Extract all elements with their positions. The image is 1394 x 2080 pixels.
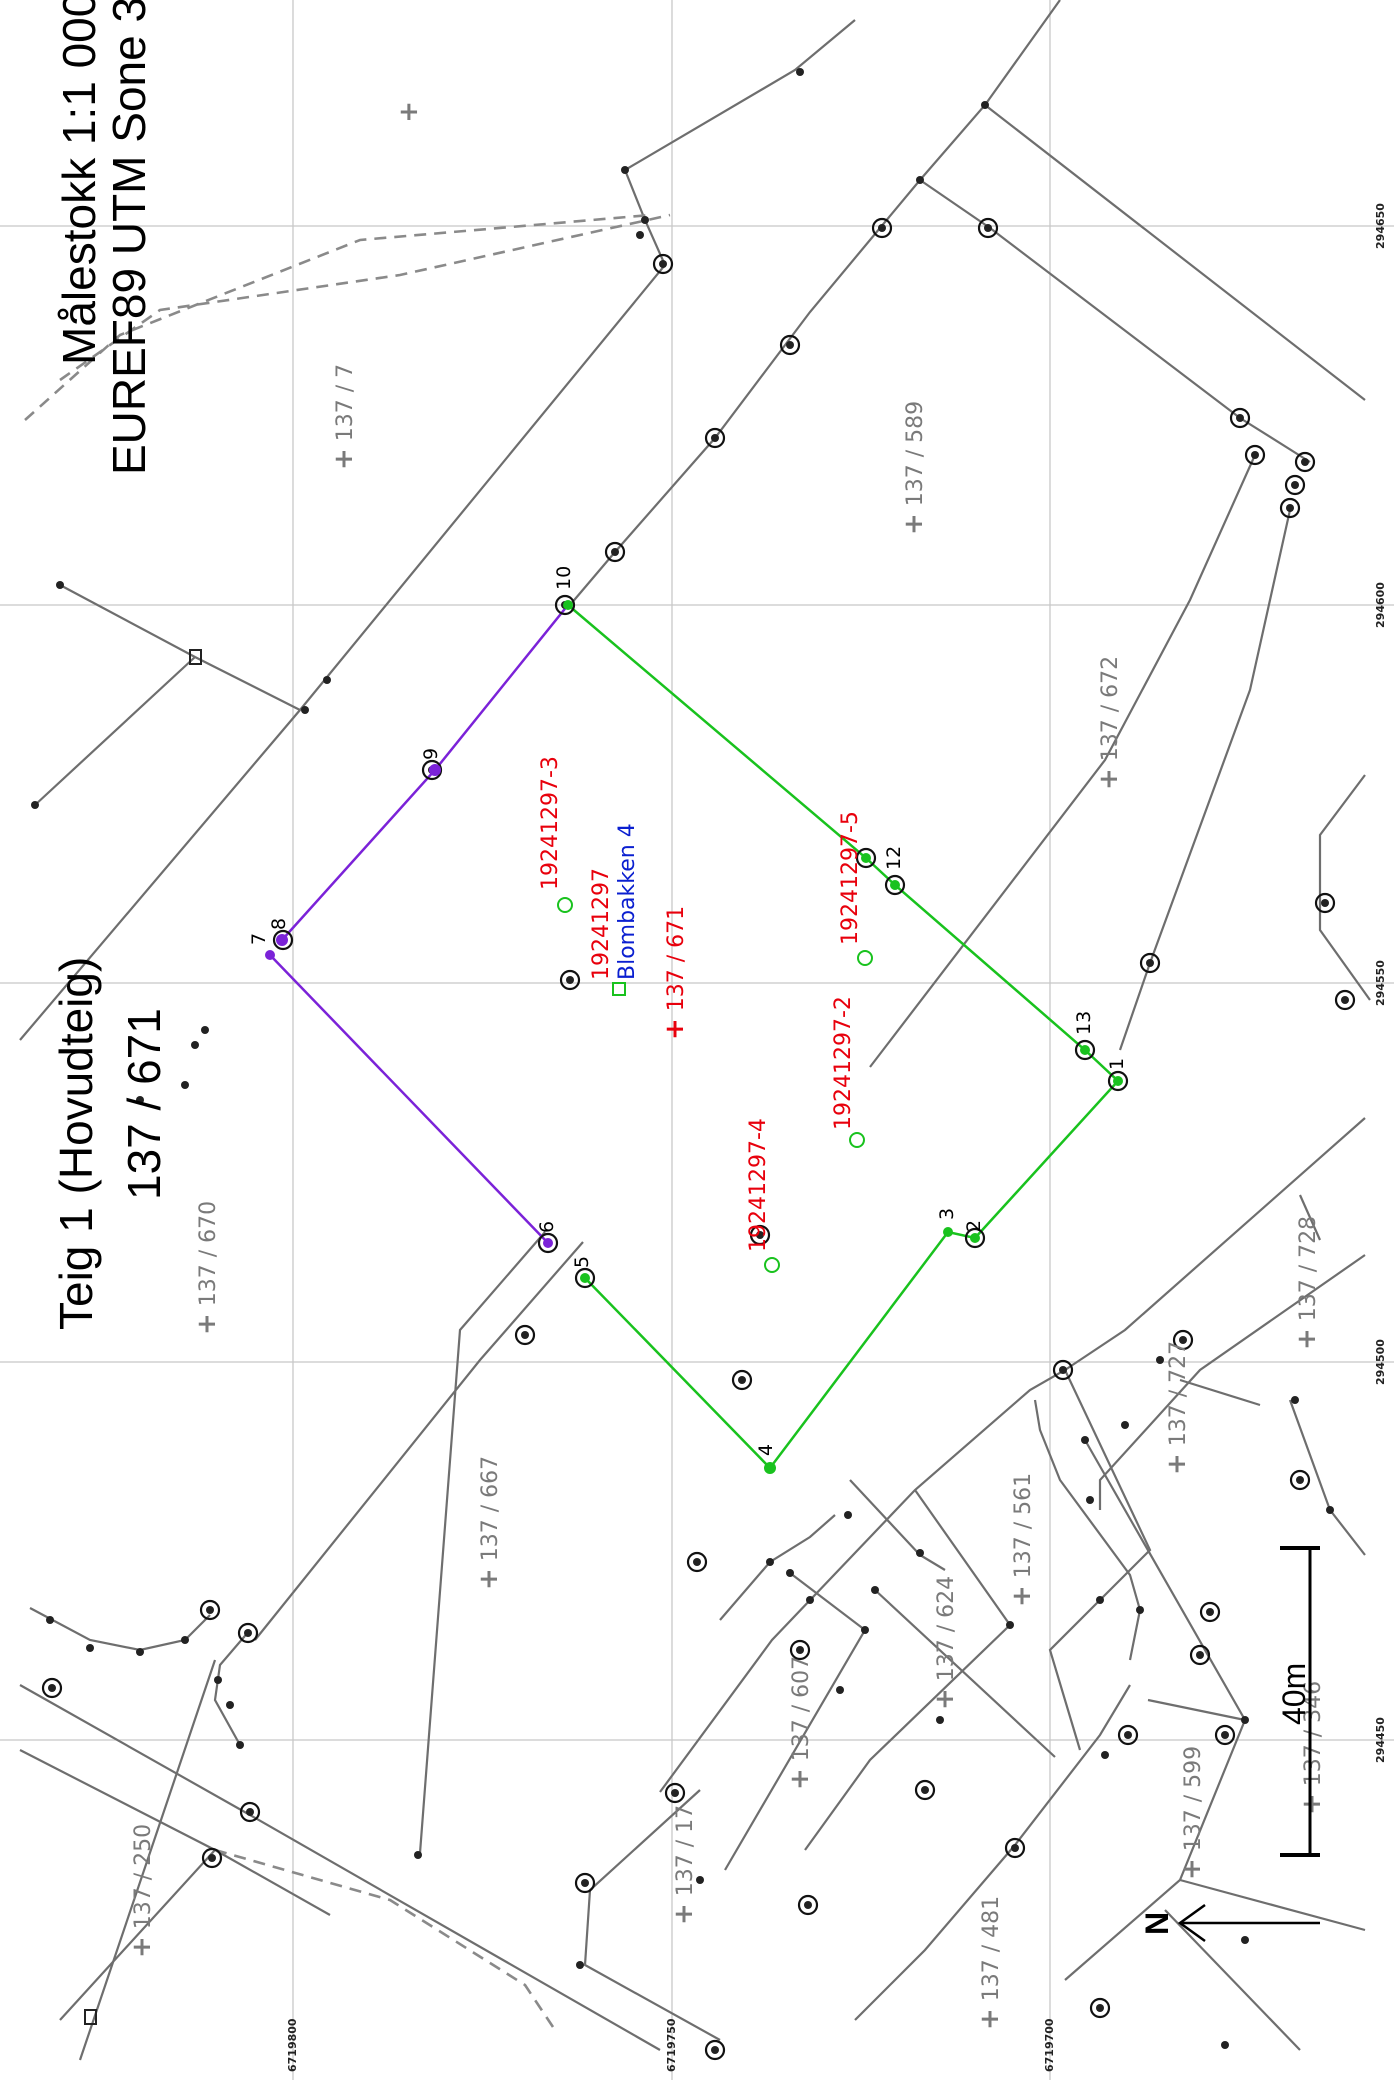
parcel-137-17: + 137 / 17 — [669, 1805, 699, 1925]
title-line-1: Teig 1 (Hovudteig) — [50, 957, 102, 1330]
point-6: 6 — [536, 1221, 558, 1233]
parcel-137-481: + 137 / 481 — [975, 1896, 1005, 2030]
parcel-137-589: + 137 / 589 — [899, 401, 929, 535]
title-line-2: 137 / 671 — [118, 1008, 170, 1200]
parcel-137-727: + 137 / 727 — [1162, 1341, 1192, 1475]
point-4: 4 — [755, 1444, 777, 1456]
survey-point-rings — [41, 217, 1356, 2061]
north-label-6719750: 6719750 — [665, 2018, 678, 2072]
svg-text:+: + — [398, 97, 420, 127]
survey-markers — [84, 649, 873, 2025]
north-label-6719800: 6719800 — [286, 2018, 299, 2072]
point-5: 5 — [571, 1256, 593, 1268]
marker-19241297-3: 19241297-3 — [538, 756, 563, 890]
east-label-294550: 294550 — [1374, 960, 1387, 1006]
parcel-137-599: + 137 / 599 — [1177, 1746, 1207, 1880]
point-2: 2 — [963, 1220, 985, 1232]
north-arrow-label: N — [1139, 1912, 1175, 1935]
marker-19241297-4: 19241297-4 — [746, 1118, 771, 1252]
parcel-137-607: + 137 / 607 — [785, 1656, 815, 1790]
marker-19241297-2: 19241297-2 — [831, 996, 856, 1130]
dashed-boundaries — [24, 213, 671, 2031]
parcel-137-671: + 137 / 671 — [660, 906, 690, 1040]
parcel-137-250: + 137 / 250 — [127, 1824, 157, 1958]
parcel-137-670: + 137 / 670 — [192, 1201, 222, 1335]
scale-bar: 40m — [1276, 1546, 1320, 1857]
north-label-6719700: 6719700 — [1043, 2018, 1056, 2072]
parcel-137-7: + 137 / 7 — [329, 364, 359, 470]
marker-labels: 19241297-3 19241297-5 19241297-2 1924129… — [538, 756, 863, 1252]
neighbour-boundaries — [19, 0, 1371, 2061]
point-1: 1 — [1106, 1058, 1128, 1070]
crs-text: EUREF89 UTM Sone 32 — [103, 0, 155, 475]
parcel-137-728: + 137 / 728 — [1292, 1216, 1322, 1350]
grid-coordinate-labels: 294650 294600 294550 294500 294450 67198… — [286, 203, 1387, 2072]
parcel-137-672: + 137 / 672 — [1094, 656, 1124, 790]
north-arrow: N — [1139, 1903, 1320, 1943]
marker-19241297: 19241297 — [589, 868, 614, 980]
point-7: 7 — [248, 933, 270, 945]
point-13: 13 — [1073, 1011, 1095, 1035]
boundary-point-markers — [265, 600, 1123, 1474]
vertex-dots — [31, 68, 1334, 2049]
east-label-294600: 294600 — [1374, 582, 1387, 628]
main-parcel-boundary — [269, 604, 1120, 1470]
point-12: 12 — [883, 846, 905, 870]
plus-marks: + — [398, 97, 420, 127]
scale-text: Målestokk 1:1 000 — [53, 0, 105, 365]
scale-bar-label: 40m — [1276, 1663, 1312, 1725]
parcel-labels: + 137 / 7 + 137 / 589 + 137 / 672 + 137 … — [127, 364, 1327, 2030]
parcel-137-624: + 137 / 624 — [930, 1576, 960, 1710]
address-label: Blombakken 4 — [615, 823, 640, 980]
east-label-294650: 294650 — [1374, 203, 1387, 249]
parcel-137-561: + 137 / 561 — [1007, 1473, 1037, 1607]
parcel-137-667: + 137 / 667 — [474, 1456, 504, 1590]
east-label-294450: 294450 — [1374, 1717, 1387, 1763]
point-numbers: 1 2 3 4 5 6 7 8 9 10 12 13 — [248, 566, 1128, 1456]
map-header: Målestokk 1:1 000 EUREF89 UTM Sone 32 Te… — [50, 0, 170, 1330]
parcel-137-346: + 137 / 346 — [1297, 1681, 1327, 1815]
point-9: 9 — [420, 748, 442, 760]
point-10: 10 — [553, 566, 575, 590]
point-8: 8 — [268, 918, 290, 930]
marker-19241297-5: 19241297-5 — [838, 811, 863, 945]
point-3: 3 — [936, 1208, 958, 1220]
east-label-294500: 294500 — [1374, 1339, 1387, 1385]
